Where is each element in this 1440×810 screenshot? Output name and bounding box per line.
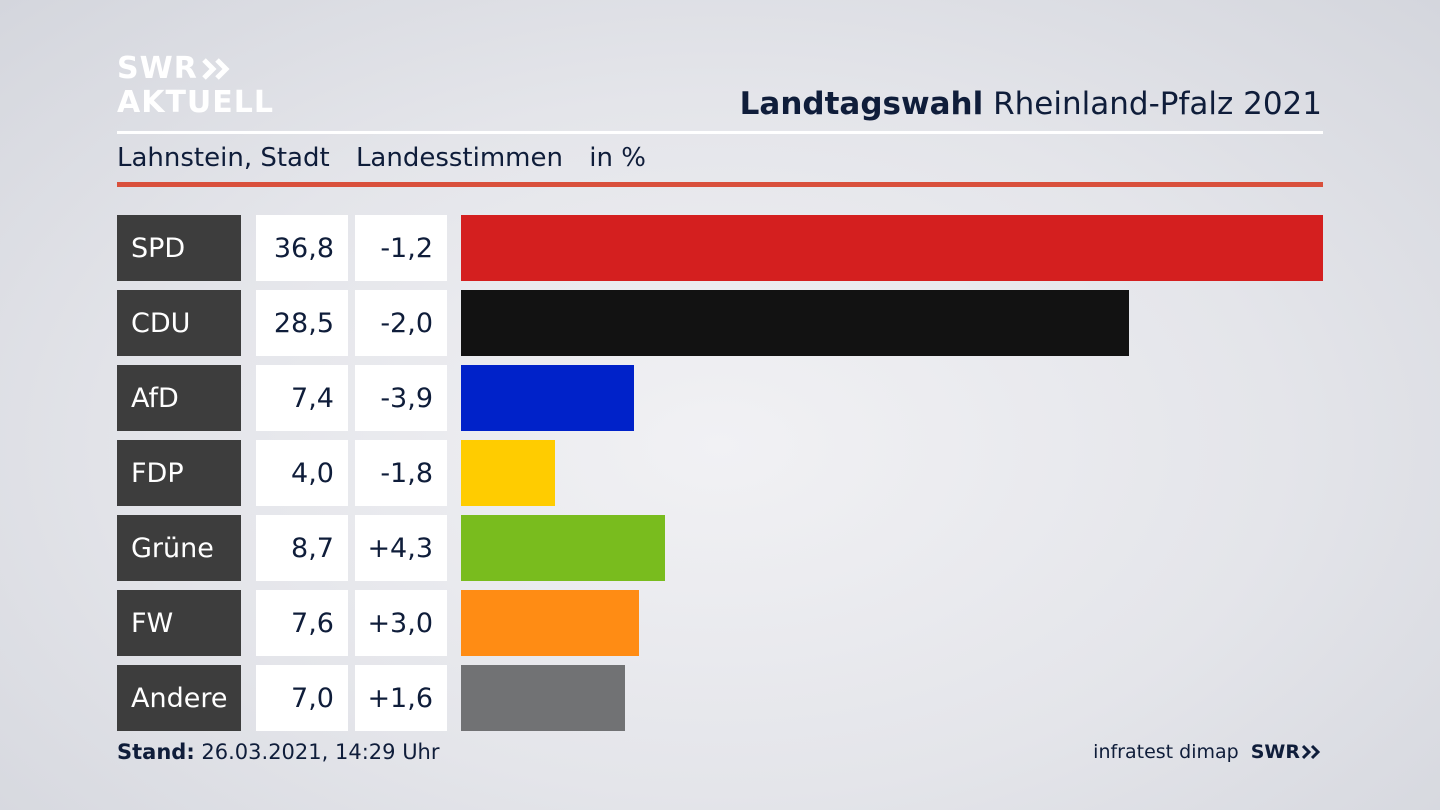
diff-label: -2,0 [355,290,447,356]
double-chevron-icon [1302,744,1321,760]
diff-label: -1,2 [355,215,447,281]
value-label: 28,5 [256,290,348,356]
party-row: Grüne 8,7 +4,3 [117,515,1323,581]
results-chart: SPD 36,8 -1,2 CDU 28,5 -2,0 AfD 7,4 -3,9 FDP 4,0 -1… [117,215,1323,740]
party-row: SPD 36,8 -1,2 [117,215,1323,281]
party-row: FW 7,6 +3,0 [117,590,1323,656]
value-label: 4,0 [256,440,348,506]
vote-type-label: Landesstimmen [355,143,563,173]
logo-line2: AKTUELL [117,85,275,120]
title-rest: Rheinland-Pfalz 2021 [993,86,1322,122]
bar-cdu [461,290,1129,356]
value-label: 36,8 [256,215,348,281]
bar-andere [461,665,625,731]
bar-gr-ne [461,515,665,581]
subtitle: Lahnstein, Stadt Landesstimmen in % [117,143,664,173]
title-bold: Landtagswahl [739,86,984,122]
diff-label: +3,0 [355,590,447,656]
diff-label: +1,6 [355,665,447,731]
brand-label: SWR [1250,741,1300,763]
swr-aktuell-logo: SWR AKTUELL [117,54,274,118]
source-credit: infratest dimap SWR [1093,741,1322,763]
bar-fw [461,590,639,656]
bar-spd [461,215,1323,281]
party-label: AfD [117,365,241,431]
diff-label: +4,3 [355,515,447,581]
source-label: infratest dimap [1093,741,1239,763]
diff-label: -3,9 [355,365,447,431]
party-label: FDP [117,440,241,506]
stand-label: Stand: [117,740,195,764]
double-chevron-icon [202,58,230,80]
party-label: Andere [117,665,241,731]
bar-afd [461,365,634,431]
party-row: AfD 7,4 -3,9 [117,365,1323,431]
party-label: SPD [117,215,241,281]
party-label: Grüne [117,515,241,581]
header-divider [117,131,1323,134]
party-row: CDU 28,5 -2,0 [117,290,1323,356]
page-title: Landtagswahl Rheinland-Pfalz 2021 [740,86,1322,122]
unit-label: in % [589,143,646,173]
party-label: CDU [117,290,241,356]
value-label: 8,7 [256,515,348,581]
value-label: 7,6 [256,590,348,656]
bar-fdp [461,440,555,506]
accent-divider [117,182,1323,187]
value-label: 7,4 [256,365,348,431]
diff-label: -1,8 [355,440,447,506]
logo-line1: SWR [117,51,198,86]
party-row: Andere 7,0 +1,6 [117,665,1323,731]
party-label: FW [117,590,241,656]
location-label: Lahnstein, Stadt [117,143,330,173]
value-label: 7,0 [256,665,348,731]
party-row: FDP 4,0 -1,8 [117,440,1323,506]
stand-value: 26.03.2021, 14:29 Uhr [201,740,440,764]
timestamp: Stand: 26.03.2021, 14:29 Uhr [117,740,440,764]
swr-footer-logo: SWR [1251,741,1322,763]
